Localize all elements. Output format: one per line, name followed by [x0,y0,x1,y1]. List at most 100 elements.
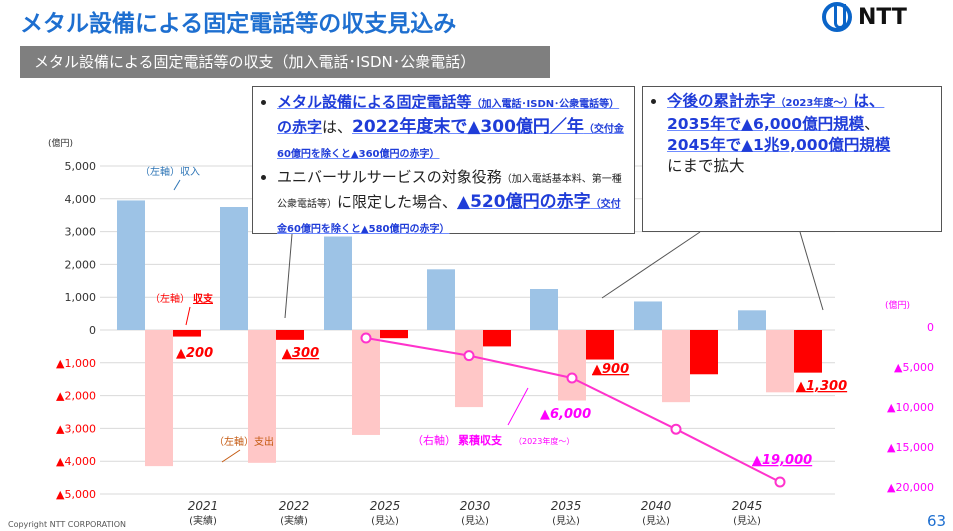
x-tick-sublabel: (見込) [733,515,761,527]
y2-tick-label: ▲5,000 [894,361,934,374]
x-tick-label: 2030 [460,499,491,513]
text: （加入電話･ISDN･公衆電話等） [471,99,620,110]
logo-text: NTT [858,4,907,30]
callout-pointer [799,231,824,311]
y-tick-label: 4,000 [65,193,97,206]
expense-bar [455,330,483,408]
revenue-bar [117,200,145,330]
text: 2022年度末で▲300億円／年 [352,117,584,137]
y-tick-label: 2,000 [65,258,97,271]
text: メタル設備による固定電話等 [277,93,472,111]
legend-cumulative-prefix: （右軸） [412,433,456,447]
data-label: ▲1,300 [796,379,847,394]
y-axis-label: (億円) [48,137,73,149]
page-number: 63 [927,512,947,530]
x-tick-sublabel: (実績) [189,514,217,527]
y-tick-label: 5,000 [65,160,97,173]
y-tick-label: ▲5,000 [56,488,96,501]
legend-expense: （左軸）支出 [214,435,274,448]
legend-cumulative-sub: （2023年度～） [514,436,574,446]
y-tick-label: ▲1,000 [56,357,96,370]
y-tick-label: ▲4,000 [56,455,96,468]
ntt-logo: NTT [822,2,907,32]
cumulative-point [566,372,578,384]
revenue-bar [738,310,766,330]
y2-axis-label: (億円) [885,299,910,311]
expense-bar [145,330,173,467]
balance-bar [690,330,718,375]
text: 、 [864,115,880,133]
legend-expense-pointer [221,449,241,463]
callout-cumulative-deficit: 今後の累計赤字（2023年度～）は、 2035年で▲6,000億円規模、 2045年… [642,86,942,232]
expense-bar [248,330,276,463]
balance-bar [586,330,614,360]
balance-bar [794,330,822,373]
callout-pointer [284,233,293,319]
legend-revenue: （左軸）収入 [140,165,200,178]
expense-bar [558,330,586,401]
text: （2023年度～） [775,98,854,109]
text: 2045年で▲1兆9,000億円規模 [667,136,891,154]
y2-tick-label: ▲10,000 [887,401,934,414]
x-tick-label: 2025 [370,499,401,513]
y-tick-label: 0 [89,324,96,337]
balance-bar [173,330,201,337]
cumulative-point [463,350,475,362]
y2-tick-label: 0 [927,321,934,334]
y2-tick-label: ▲15,000 [887,441,934,454]
callout-pointer [601,231,701,299]
text: に限定した場合、 [337,193,458,211]
x-tick-label: 2021 [188,499,219,513]
cumulative-point [670,423,682,435]
data-label: ▲300 [282,346,319,361]
cumulative-point [360,332,372,344]
revenue-bar [530,289,558,330]
revenue-bar [220,207,248,330]
expense-bar [352,330,380,435]
ntt-logo-icon [822,2,852,32]
y-tick-label: ▲3,000 [56,422,96,435]
legend-cumulative: 累積収支 [458,433,503,447]
x-tick-label: 2045 [732,499,763,513]
text: （交付金60億円を除くと▲580億円の赤字） [277,199,621,235]
text: は、 [853,92,885,110]
legend-cumulative-pointer [507,387,529,426]
legend-balance: 収支 [193,292,214,305]
x-tick-sublabel: (見込) [552,515,580,527]
text: （加入電話基本料、第一種公衆電話等） [277,174,622,210]
legend-revenue-pointer [173,179,181,191]
balance-bar [380,330,408,339]
x-tick-sublabel: (見込) [461,515,489,527]
text: ▲520億円の赤字 [457,192,591,212]
legend-balance-prefix: （左軸） [150,292,190,305]
x-tick-label: 2035 [551,499,582,513]
legend-balance-pointer [185,306,191,326]
x-tick-sublabel: (見込) [371,515,399,527]
text: の赤字 [277,118,323,136]
y-tick-label: ▲2,000 [56,390,96,403]
revenue-bar [634,301,662,330]
revenue-bar [427,269,455,330]
cumulative-point [774,476,786,488]
text: 2035年で▲6,000億円規模 [667,115,865,133]
subtitle: メタル設備による固定電話等の収支（加入電話･ISDN･公衆電話） [20,46,550,78]
expense-bar [766,330,794,393]
y-tick-label: 3,000 [65,226,97,239]
revenue-bar [324,236,352,330]
balance-bar [276,330,304,340]
text: 今後の累計赤字 [667,92,776,110]
data-label: ▲900 [592,362,629,377]
copyright: Copyright NTT CORPORATION [8,520,126,529]
callout-current-deficit: メタル設備による固定電話等（加入電話･ISDN･公衆電話等） の赤字は、2022年… [252,86,635,235]
balance-bar [483,330,511,347]
y2-tick-label: ▲20,000 [887,481,934,494]
text: （交付金60億円を除くと▲360億円の赤字） [277,124,624,160]
text: は、 [322,118,353,136]
x-tick-sublabel: (実績) [280,514,308,527]
data-label: ▲6,000 [540,407,591,422]
text: ユニバーサルサービスの対象役務 [277,168,502,186]
y-tick-label: 1,000 [65,291,97,304]
x-tick-label: 2040 [641,499,672,513]
x-tick-sublabel: (見込) [642,515,670,527]
